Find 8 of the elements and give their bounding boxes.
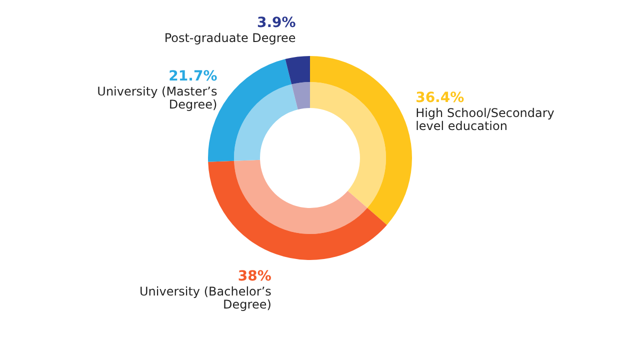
data-label: 36.4% [416,90,464,106]
data-label: 3.9% [256,14,296,31]
data-label: 38% [238,268,272,284]
data-label: 21.7% [168,68,218,84]
slice-label: University (Bachelor’s Degree) [140,284,272,312]
slice-label: High School/Secondary level education [416,106,554,133]
slice-label: University (Master’s Degree) [97,84,218,112]
slice-label: Post-graduate Degree [164,30,296,45]
